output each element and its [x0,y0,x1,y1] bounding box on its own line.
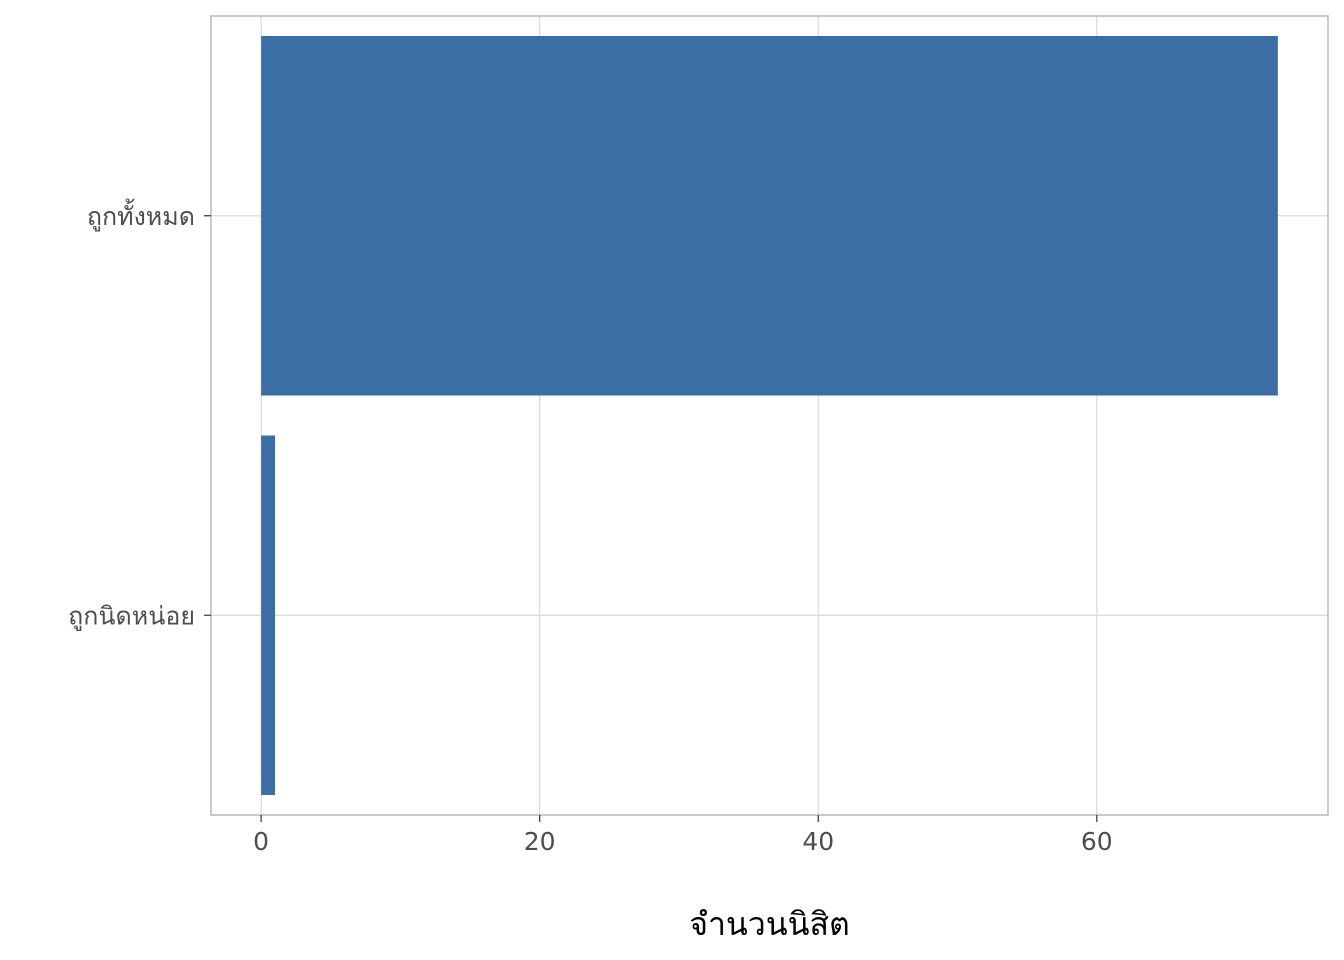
bar [261,35,1278,396]
axis-ticks [204,215,1098,822]
x-tick-label: 40 [802,827,834,856]
x-tick-label: 20 [524,827,556,856]
x-tick-label: 60 [1081,827,1113,856]
x-tick-label: 0 [253,827,269,856]
bar [261,435,276,796]
y-tick-label: ถูกนิดหน่อย [68,601,195,631]
plot-panel-border [210,15,1329,816]
y-tick-label: ถูกทั้งหมด [87,198,195,232]
x-axis-title: จำนวนนิสิต [689,905,850,943]
bars [261,35,1278,796]
